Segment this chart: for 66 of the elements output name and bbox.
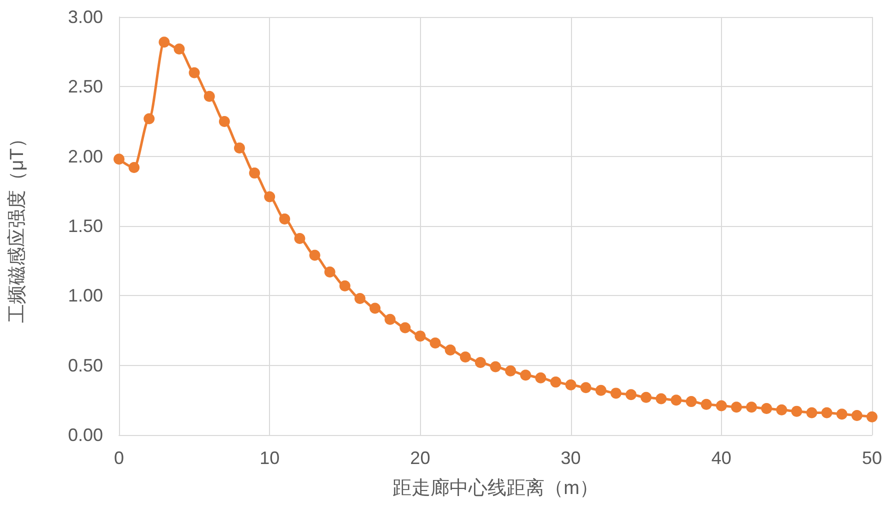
point [656,393,667,404]
point [354,292,366,304]
x-tick-label: 30 [560,448,581,468]
y-axis-title: 工频磁感应强度（μT） [6,129,28,323]
point [144,113,155,124]
point [430,338,441,349]
point [474,357,486,368]
point [234,142,245,154]
point [670,394,682,406]
point [730,402,742,413]
point [851,410,862,421]
point [776,404,788,416]
point [700,398,712,410]
point [580,382,592,394]
point [761,403,772,414]
x-tick-label: 40 [711,448,732,468]
point [460,351,471,362]
point [264,191,276,202]
y-tick-label: 3.00 [68,7,103,27]
point [158,36,170,48]
point [791,406,802,417]
point [716,400,727,412]
point [626,389,637,400]
point [866,411,878,422]
y-tick-label: 2.50 [68,76,103,97]
point [565,379,576,390]
point [520,370,532,381]
point [114,154,124,165]
x-tick-label: 50 [862,448,882,468]
point [204,90,215,102]
y-tick-label: 0.00 [68,425,103,445]
point [836,408,848,420]
y-tick-label: 1.00 [68,286,103,306]
point [188,67,200,78]
point [686,396,697,408]
x-tick-label: 20 [410,448,430,468]
y-tick-label: 2.00 [68,146,103,166]
point [400,322,411,334]
point [505,365,516,376]
point [640,392,652,403]
point [309,250,320,261]
point [324,266,336,278]
x-tick-label: 0 [114,448,124,468]
x-tick-label: 10 [260,448,280,468]
point [384,314,396,325]
point [370,302,381,314]
y-tick-label: 1.50 [68,216,103,236]
point [490,361,501,372]
point [279,214,290,225]
point [746,402,758,413]
point [595,384,606,396]
point [535,372,546,384]
point [806,407,818,418]
point [294,233,306,244]
point [550,376,562,388]
y-tick-label: 0.50 [68,355,103,376]
point [218,116,230,127]
point [174,44,185,55]
x-axis-title: 距走廊中心线距离（m） [392,477,598,499]
point [444,344,456,356]
point [249,168,260,179]
point [610,388,622,399]
point [821,407,832,418]
point [128,162,140,173]
point [339,280,350,292]
point [414,330,426,342]
